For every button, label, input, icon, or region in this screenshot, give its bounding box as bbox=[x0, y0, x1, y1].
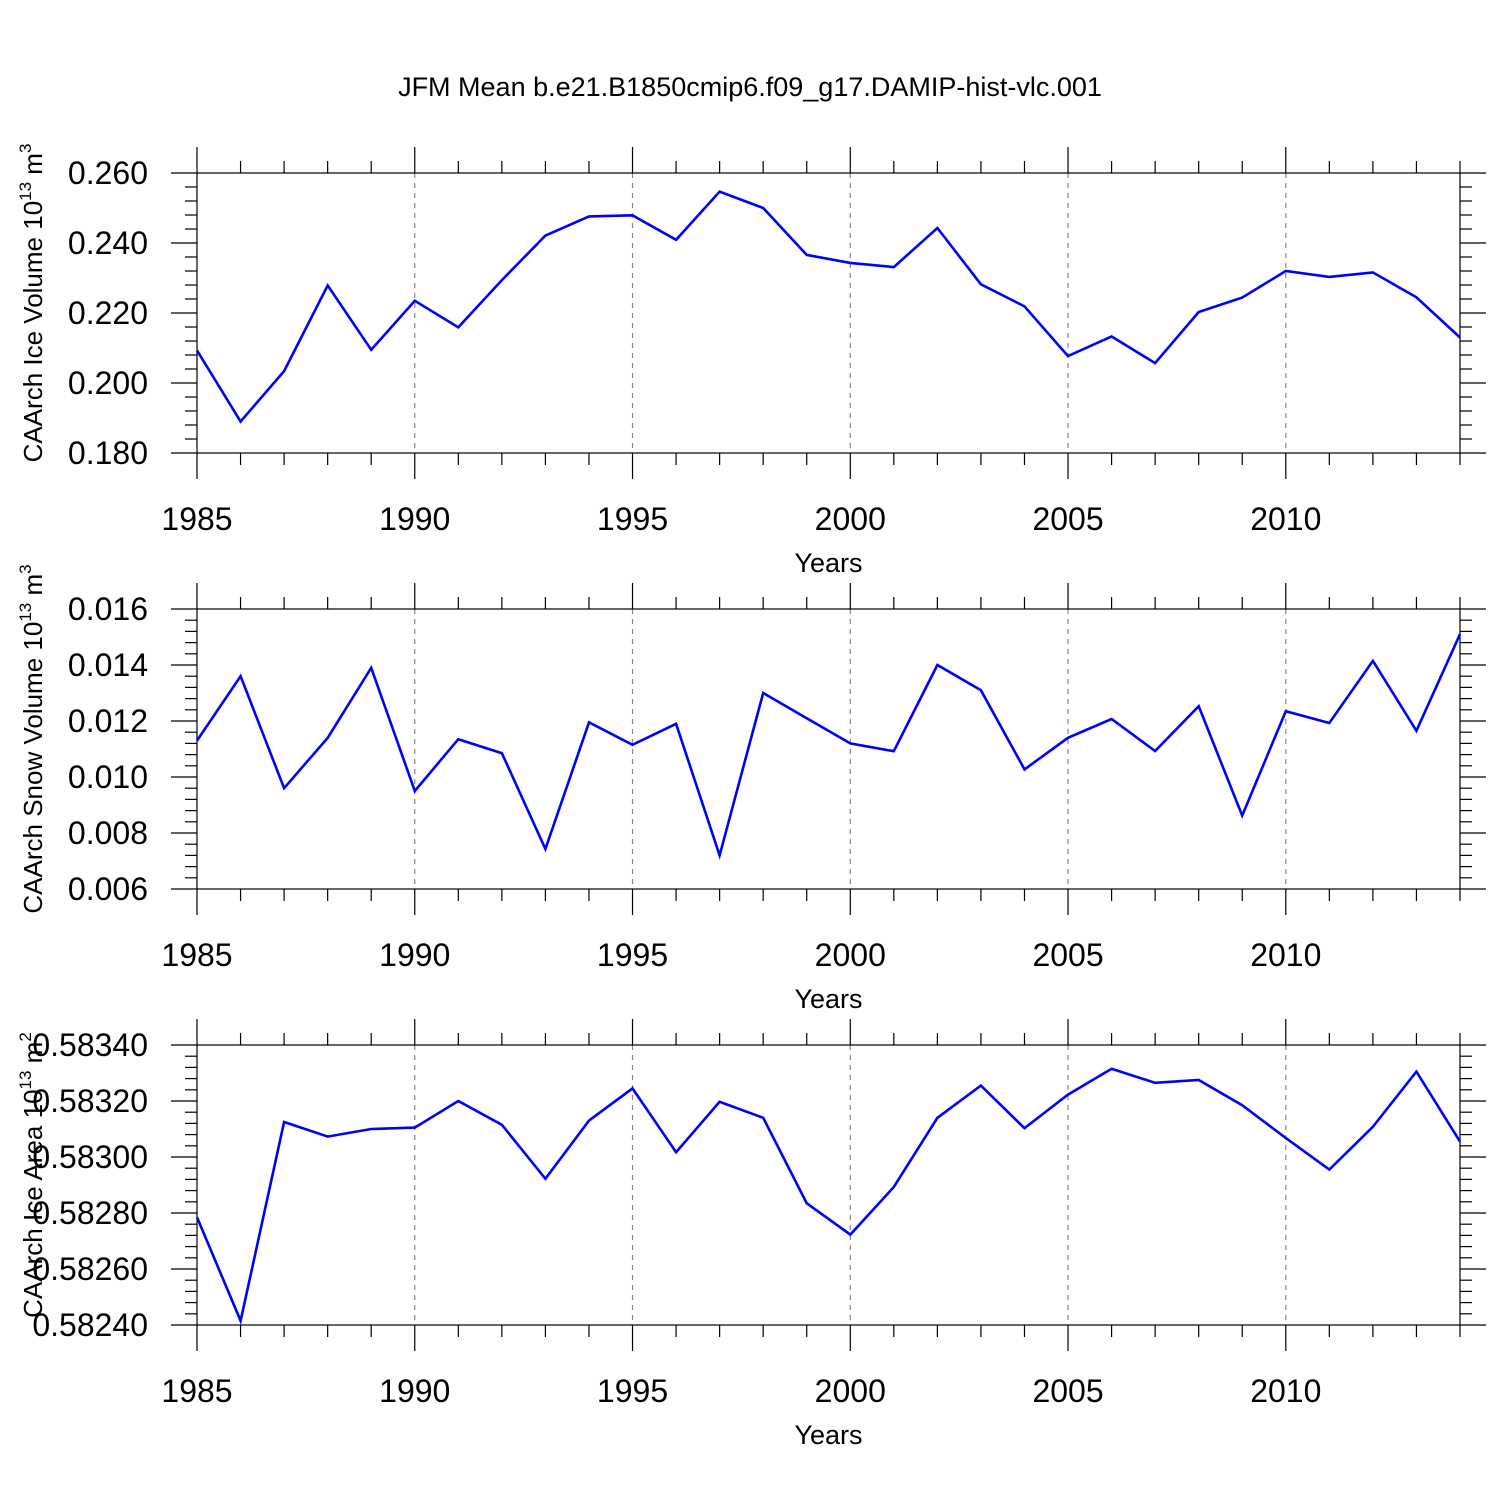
x-tick-label: 1985 bbox=[161, 937, 232, 973]
y-tick-label: 0.260 bbox=[68, 155, 148, 191]
x-tick-label: 2000 bbox=[815, 937, 886, 973]
y-tick-label: 0.014 bbox=[68, 647, 148, 683]
x-tick-label: 2010 bbox=[1250, 501, 1321, 537]
x-tick-label: 2005 bbox=[1032, 937, 1103, 973]
x-tick-label: 2010 bbox=[1250, 1373, 1321, 1409]
y-tick-label: 0.006 bbox=[68, 871, 148, 907]
y-tick-label: 0.58300 bbox=[32, 1139, 148, 1175]
figure-title: JFM Mean b.e21.B1850cmip6.f09_g17.DAMIP-… bbox=[398, 72, 1102, 102]
y-axis-label: CAArch Ice Area 1013 m2 bbox=[16, 1032, 48, 1318]
x-tick-label: 1990 bbox=[379, 501, 450, 537]
x-tick-label: 1985 bbox=[161, 501, 232, 537]
x-tick-label: 2005 bbox=[1032, 1373, 1103, 1409]
x-tick-label: 2000 bbox=[815, 1373, 886, 1409]
y-tick-label: 0.012 bbox=[68, 703, 148, 739]
x-tick-label: 1995 bbox=[597, 1373, 668, 1409]
y-tick-label: 0.200 bbox=[68, 365, 148, 401]
x-tick-label: 1990 bbox=[379, 937, 450, 973]
series-line bbox=[195, 1067, 1462, 1326]
y-tick-label: 0.220 bbox=[68, 295, 148, 331]
y-tick-label: 0.010 bbox=[68, 759, 148, 795]
series-line bbox=[195, 633, 1462, 860]
panel-3: 1985 1990 1995 2000 2005 2010 0.58240 0.58260 0.… bbox=[16, 1019, 1486, 1450]
plot-frame bbox=[196, 1044, 1461, 1326]
plot-frame bbox=[196, 608, 1461, 890]
y-tick-label: 0.58260 bbox=[32, 1251, 148, 1287]
x-axis-label: Years bbox=[794, 548, 862, 578]
y-tick-label: 0.008 bbox=[68, 815, 148, 851]
x-tick-label: 1995 bbox=[597, 501, 668, 537]
x-axis-label: Years bbox=[794, 984, 862, 1014]
y-tick-label: 0.58280 bbox=[32, 1195, 148, 1231]
y-tick-label: 0.58340 bbox=[32, 1027, 148, 1063]
y-tick-label: 0.016 bbox=[68, 591, 148, 627]
x-tick-label: 1995 bbox=[597, 937, 668, 973]
panel-1: 1985 1990 1995 2000 2005 2010 0.180 0.200 0.220 0… bbox=[16, 144, 1486, 578]
x-axis-label: Years bbox=[794, 1420, 862, 1450]
y-axis-label: CAArch Ice Volume 1013 m3 bbox=[16, 144, 48, 463]
x-tick-label: 2010 bbox=[1250, 937, 1321, 973]
y-tick-label: 0.240 bbox=[68, 225, 148, 261]
x-tick-label: 2000 bbox=[815, 501, 886, 537]
y-axis-label: CAArch Snow Volume 1013 m3 bbox=[16, 564, 48, 913]
panel-2: 1985 1990 1995 2000 2005 2010 0.006 0.008 0.010 0… bbox=[16, 564, 1486, 1014]
y-tick-label: 0.58320 bbox=[32, 1083, 148, 1119]
x-tick-label: 1990 bbox=[379, 1373, 450, 1409]
y-tick-label: 0.180 bbox=[68, 435, 148, 471]
y-tick-label: 0.58240 bbox=[32, 1307, 148, 1343]
x-tick-label: 1985 bbox=[161, 1373, 232, 1409]
plot-frame bbox=[196, 172, 1461, 454]
series-line bbox=[195, 190, 1461, 424]
x-tick-label: 2005 bbox=[1032, 501, 1103, 537]
